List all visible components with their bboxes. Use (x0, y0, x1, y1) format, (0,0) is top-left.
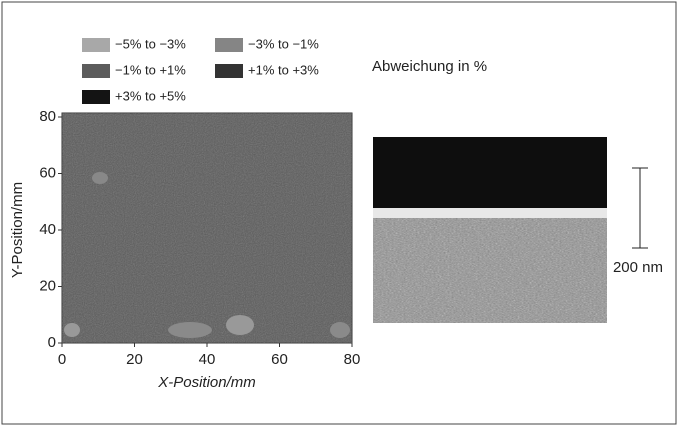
x-tick-label: 80 (344, 351, 361, 368)
x-tick-label: 20 (126, 351, 143, 368)
legend-label: −3% to −1% (248, 36, 319, 51)
map-patch (92, 172, 108, 184)
y-tick-label: 0 (48, 334, 56, 351)
legend-label: −5% to −3% (115, 36, 186, 51)
y-tick-label: 20 (39, 277, 56, 294)
legend-label: +1% to +3% (248, 62, 319, 77)
sem-bright-band (373, 208, 607, 218)
map-patch (64, 323, 80, 337)
legend-swatch (82, 38, 110, 52)
map-texture (62, 113, 352, 343)
legend-swatch (215, 38, 243, 52)
scale-bar-label: 200 nm (613, 259, 663, 276)
y-tick-label: 40 (39, 221, 56, 238)
y-axis-label: Y-Position/mm (9, 182, 26, 278)
y-tick-label: 80 (39, 108, 56, 125)
x-tick-label: 40 (199, 351, 216, 368)
figure: 200 nm Abweichung in % X-Position/mm Y-P… (0, 0, 682, 428)
legend-swatch (82, 90, 110, 104)
map-patch (226, 315, 254, 335)
map-patch (168, 322, 212, 338)
legend-swatch (215, 64, 243, 78)
y-tick-label: 60 (39, 164, 56, 181)
x-tick-label: 0 (58, 351, 66, 368)
sem-dark-layer (373, 137, 607, 209)
legend-swatch (82, 64, 110, 78)
annotation: Abweichung in % (372, 58, 487, 75)
x-tick-label: 60 (271, 351, 288, 368)
map-patch (330, 322, 350, 338)
legend-label: −1% to +1% (115, 62, 186, 77)
legend-label: +3% to +5% (115, 88, 186, 103)
page: 200 nm Abweichung in % X-Position/mm Y-P… (0, 0, 682, 428)
x-axis-label: X-Position/mm (157, 374, 256, 391)
